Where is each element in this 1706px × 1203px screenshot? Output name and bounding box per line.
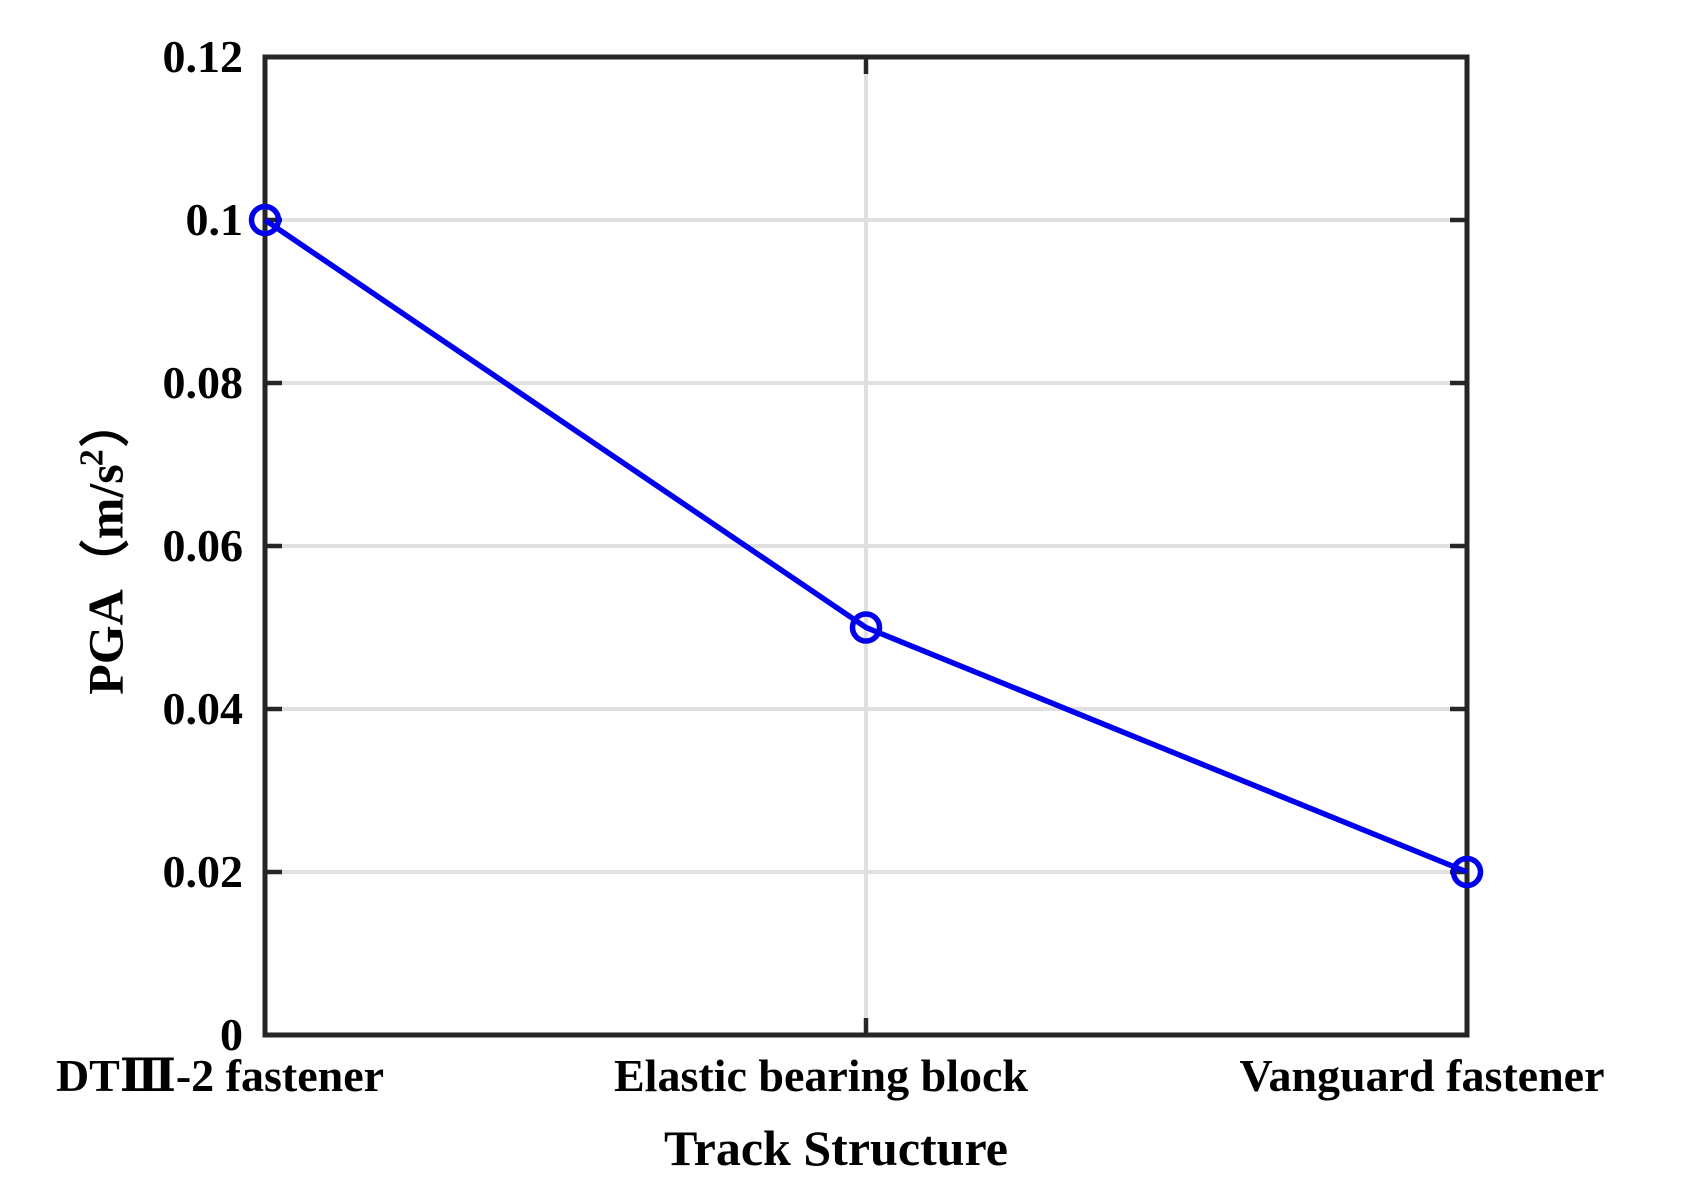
y-axis-title-text: PGA（m/s xyxy=(77,464,134,695)
y-tick-label: 0.02 xyxy=(162,846,244,897)
y-axis-title-close-paren: ） xyxy=(77,397,134,448)
y-tick-label: 0.12 xyxy=(162,31,244,82)
y-tick-label: 0 xyxy=(220,1009,243,1060)
x-tick-label: Elastic bearing block xyxy=(613,1050,1029,1101)
x-tick-label: Vanguard fastener xyxy=(1239,1050,1605,1101)
y-tick-label: 0.08 xyxy=(162,357,244,408)
y-axis-title-superscript: 2 xyxy=(73,449,111,467)
y-tick-label: 0.04 xyxy=(162,683,244,734)
x-axis-title: Track Structure xyxy=(664,1120,1008,1176)
plot-area xyxy=(248,54,1484,1038)
y-tick-label: 0.1 xyxy=(185,194,244,245)
x-tick-label: DTⅢ-2 fastener xyxy=(55,1050,385,1101)
y-tick-label: 0.06 xyxy=(162,520,244,571)
y-axis-title: PGA（m/s2） xyxy=(65,397,136,695)
